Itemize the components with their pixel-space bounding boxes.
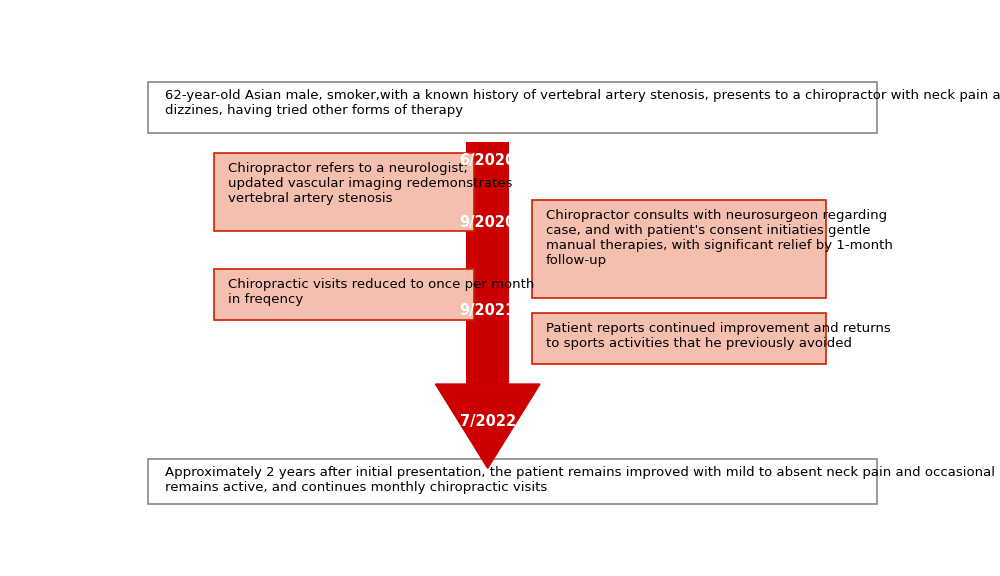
Text: Chiropractor refers to a neurologist;
updated vascular imaging redemonstrates
ve: Chiropractor refers to a neurologist; up…: [228, 162, 512, 205]
Text: Chiropractor consults with neurosurgeon regarding
case, and with patient's conse: Chiropractor consults with neurosurgeon …: [546, 209, 893, 267]
Text: Approximately 2 years after initial presentation, the patient remains improved w: Approximately 2 years after initial pres…: [165, 466, 1000, 494]
FancyBboxPatch shape: [148, 460, 877, 504]
FancyBboxPatch shape: [466, 142, 509, 384]
Text: 62-year-old Asian male, smoker,with a known history of vertebral artery stenosis: 62-year-old Asian male, smoker,with a kn…: [165, 89, 1000, 117]
FancyBboxPatch shape: [214, 268, 474, 320]
FancyBboxPatch shape: [532, 200, 826, 298]
Text: Patient reports continued improvement and returns
to sports activities that he p: Patient reports continued improvement an…: [546, 322, 891, 350]
FancyBboxPatch shape: [148, 82, 877, 134]
Text: 9/2020: 9/2020: [460, 215, 516, 230]
Text: 9/2021: 9/2021: [460, 304, 516, 319]
Text: Chiropractic visits reduced to once per month
in freqency: Chiropractic visits reduced to once per …: [228, 278, 534, 306]
Text: 7/2022: 7/2022: [460, 414, 516, 429]
FancyBboxPatch shape: [532, 313, 826, 364]
FancyBboxPatch shape: [214, 153, 474, 231]
Polygon shape: [435, 384, 540, 468]
Text: 6/2020: 6/2020: [460, 153, 516, 168]
